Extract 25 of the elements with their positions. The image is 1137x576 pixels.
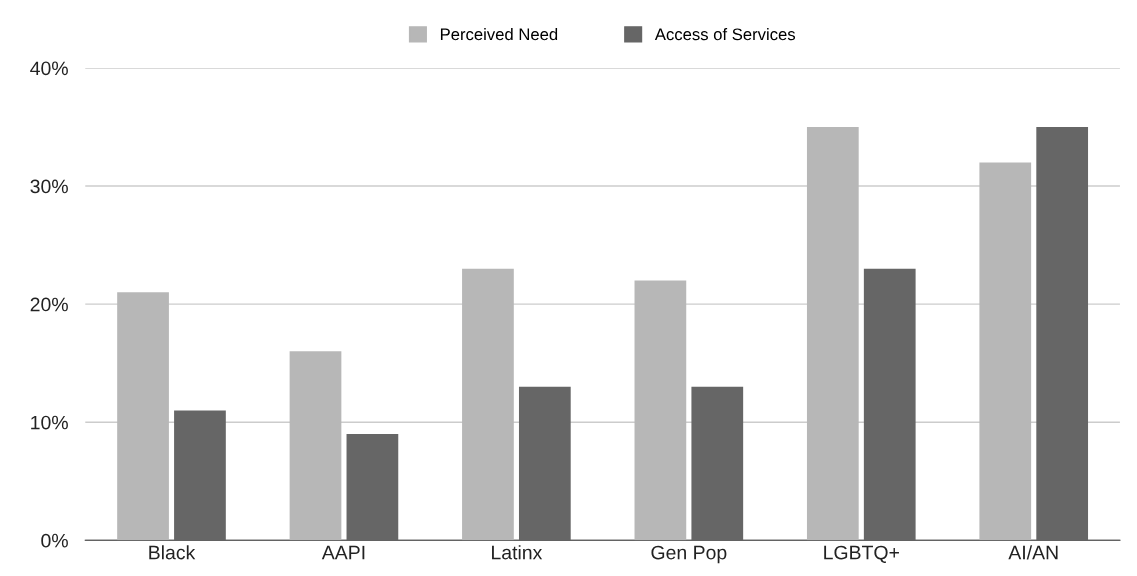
bar bbox=[117, 292, 169, 541]
bar bbox=[634, 280, 687, 541]
y-tick-label: 30% bbox=[30, 179, 68, 194]
x-tick-label: AAPI bbox=[321, 545, 365, 560]
x-tick-label: Latinx bbox=[492, 545, 543, 560]
bar bbox=[462, 268, 514, 541]
legend-label: Access of Services bbox=[654, 27, 796, 41]
x-tick-label: Gen Pop bbox=[651, 545, 727, 564]
y-tick-label: 0% bbox=[41, 533, 68, 548]
y-tick-label: 20% bbox=[30, 297, 68, 312]
bar bbox=[863, 268, 916, 541]
bar bbox=[979, 162, 1032, 541]
x-tick-label: LGBTQ+ bbox=[824, 545, 899, 563]
x-tick-label: Black bbox=[149, 545, 196, 560]
bar bbox=[289, 351, 342, 541]
bar bbox=[174, 410, 226, 541]
y-tick-label: 10% bbox=[31, 415, 68, 430]
x-tick-label: AI/AN bbox=[1008, 545, 1058, 560]
bar bbox=[806, 127, 859, 541]
legend-label: Perceived Need bbox=[440, 27, 558, 41]
bar bbox=[346, 434, 399, 541]
bar bbox=[1036, 127, 1089, 541]
bar bbox=[691, 386, 744, 541]
y-tick-label: 40% bbox=[30, 61, 68, 76]
bar bbox=[518, 386, 571, 541]
